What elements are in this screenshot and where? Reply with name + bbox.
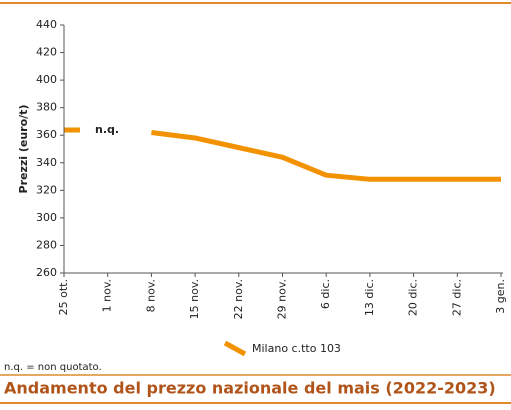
legend-swatch <box>223 340 247 357</box>
x-tick-label: 22 nov. <box>232 279 245 319</box>
y-tick-label: 420 <box>36 46 57 59</box>
y-axis-label: Prezzi (euro/t) <box>17 105 30 194</box>
x-tick-label: 3 gen. <box>494 279 507 314</box>
y-tick-label: 360 <box>36 128 57 141</box>
y-tick-label: 400 <box>36 73 57 86</box>
y-tick-label: 340 <box>36 156 57 169</box>
x-tick-label: 15 nov. <box>188 279 201 319</box>
x-tick-label: 13 dic. <box>363 279 376 316</box>
x-tick-label: 25 ott. <box>57 279 70 315</box>
x-tick-label: 29 nov. <box>276 279 289 319</box>
y-tick-label: 440 <box>36 18 57 31</box>
x-tick-label: 1 nov. <box>101 279 114 312</box>
x-tick-label: 8 nov. <box>144 279 157 312</box>
x-tick-label: 6 dic. <box>319 279 332 309</box>
y-tick-label: 260 <box>36 266 57 279</box>
y-tick-label: 380 <box>36 101 57 114</box>
y-tick-label: 280 <box>36 238 57 251</box>
chart-title: Andamento del prezzo nazionale del mais … <box>4 379 496 398</box>
line <box>151 129 501 182</box>
y-tick-label: 300 <box>36 211 57 224</box>
footnote: n.q. = non quotato. <box>4 362 102 373</box>
y-tick-label: 320 <box>36 183 57 196</box>
x-tick-label: 20 dic. <box>407 279 420 316</box>
x-tick-label: 27 dic. <box>450 279 463 316</box>
annotation: n.q. <box>95 123 119 136</box>
legend-label: Milano c.tto 103 <box>252 342 341 355</box>
